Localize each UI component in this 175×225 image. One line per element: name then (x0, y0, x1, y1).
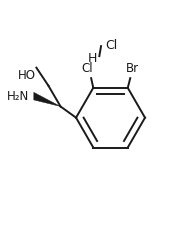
Polygon shape (34, 92, 61, 106)
Text: Cl: Cl (105, 39, 118, 52)
Text: H: H (88, 52, 98, 65)
Text: HO: HO (18, 69, 36, 81)
Text: H₂N: H₂N (6, 90, 29, 103)
Text: Cl: Cl (82, 62, 93, 75)
Text: Br: Br (126, 62, 139, 75)
